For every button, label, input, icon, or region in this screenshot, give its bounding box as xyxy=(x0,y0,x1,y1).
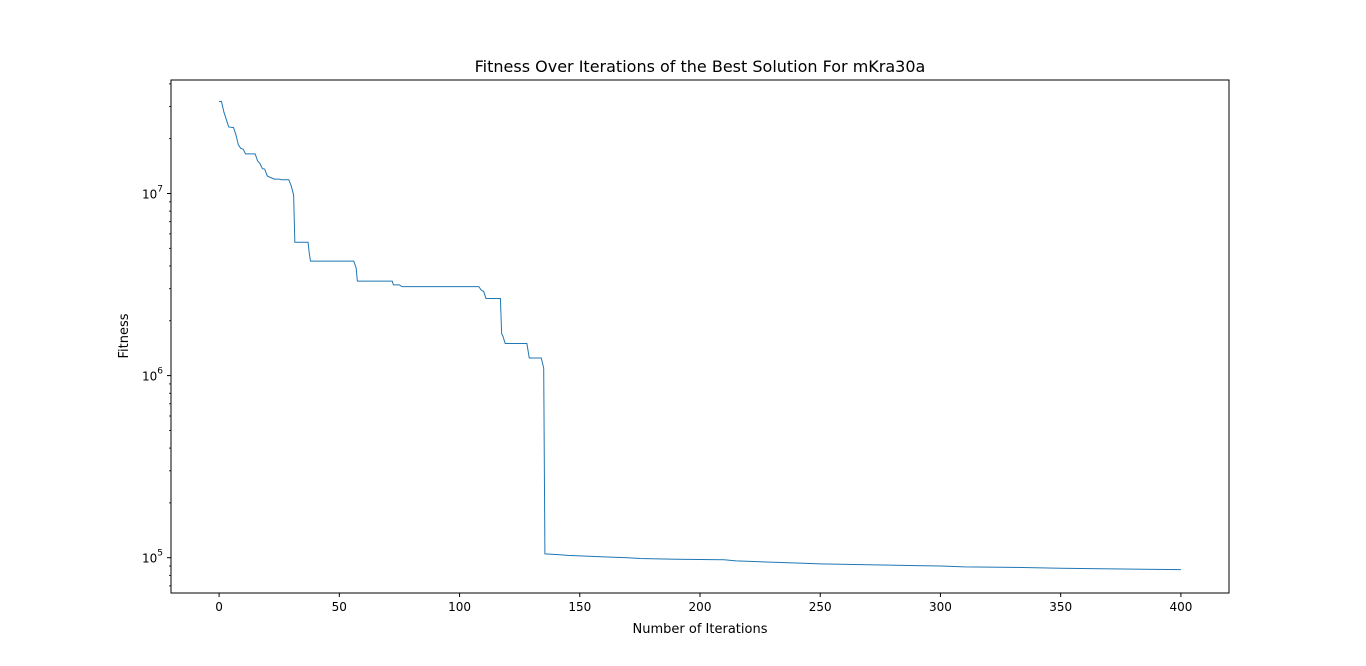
x-tick-label: 50 xyxy=(332,600,347,614)
y-tick-label: 105 xyxy=(142,549,163,566)
y-axis-ticks: 105 106 107 xyxy=(142,83,171,587)
x-tick-label: 250 xyxy=(809,600,832,614)
chart-title: Fitness Over Iterations of the Best Solu… xyxy=(475,57,926,76)
x-tick-label: 200 xyxy=(689,600,712,614)
x-tick-label: 0 xyxy=(215,600,223,614)
x-axis-label: Number of Iterations xyxy=(633,622,768,637)
x-tick-label: 150 xyxy=(568,600,591,614)
fitness-series-line xyxy=(219,101,1181,571)
y-axis-label: Fitness xyxy=(117,313,132,358)
x-tick-label: 300 xyxy=(929,600,952,614)
series-group xyxy=(219,101,1181,571)
x-tick-label: 350 xyxy=(1049,600,1072,614)
plot-area-frame xyxy=(170,79,1230,594)
x-axis-ticks: 0 50 100 150 200 250 300 350 400 xyxy=(215,593,1192,614)
x-tick-label: 100 xyxy=(448,600,471,614)
y-tick-label: 106 xyxy=(142,367,163,384)
y-tick-label: 107 xyxy=(142,184,163,201)
x-tick-label: 400 xyxy=(1169,600,1192,614)
